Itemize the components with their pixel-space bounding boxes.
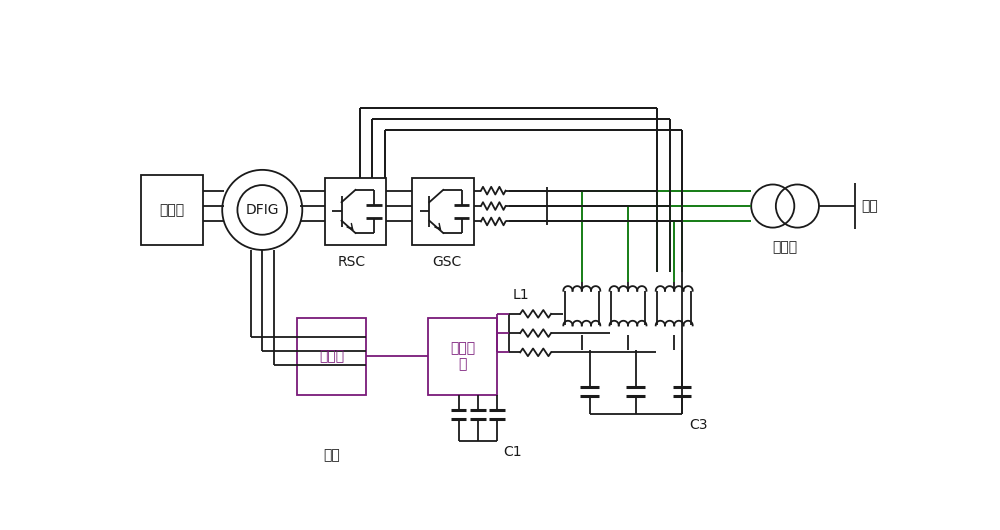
Text: C3: C3 bbox=[690, 418, 708, 432]
Text: DFIG: DFIG bbox=[246, 203, 279, 217]
Bar bbox=[325, 178, 386, 245]
Text: C1: C1 bbox=[503, 445, 522, 459]
Text: 储能单
元: 储能单 元 bbox=[450, 341, 475, 372]
Text: 电网: 电网 bbox=[861, 199, 878, 213]
Text: 整流器: 整流器 bbox=[319, 349, 344, 363]
Text: L1: L1 bbox=[512, 288, 529, 302]
Bar bbox=[412, 178, 474, 245]
Text: 电池: 电池 bbox=[323, 448, 340, 463]
Text: 齿轮箱: 齿轮箱 bbox=[160, 203, 185, 217]
Text: GSC: GSC bbox=[432, 254, 462, 269]
Bar bbox=[428, 317, 497, 395]
Bar bbox=[141, 175, 203, 244]
Text: RSC: RSC bbox=[338, 254, 366, 269]
Text: 变压器: 变压器 bbox=[773, 241, 798, 255]
Bar bbox=[297, 317, 366, 395]
